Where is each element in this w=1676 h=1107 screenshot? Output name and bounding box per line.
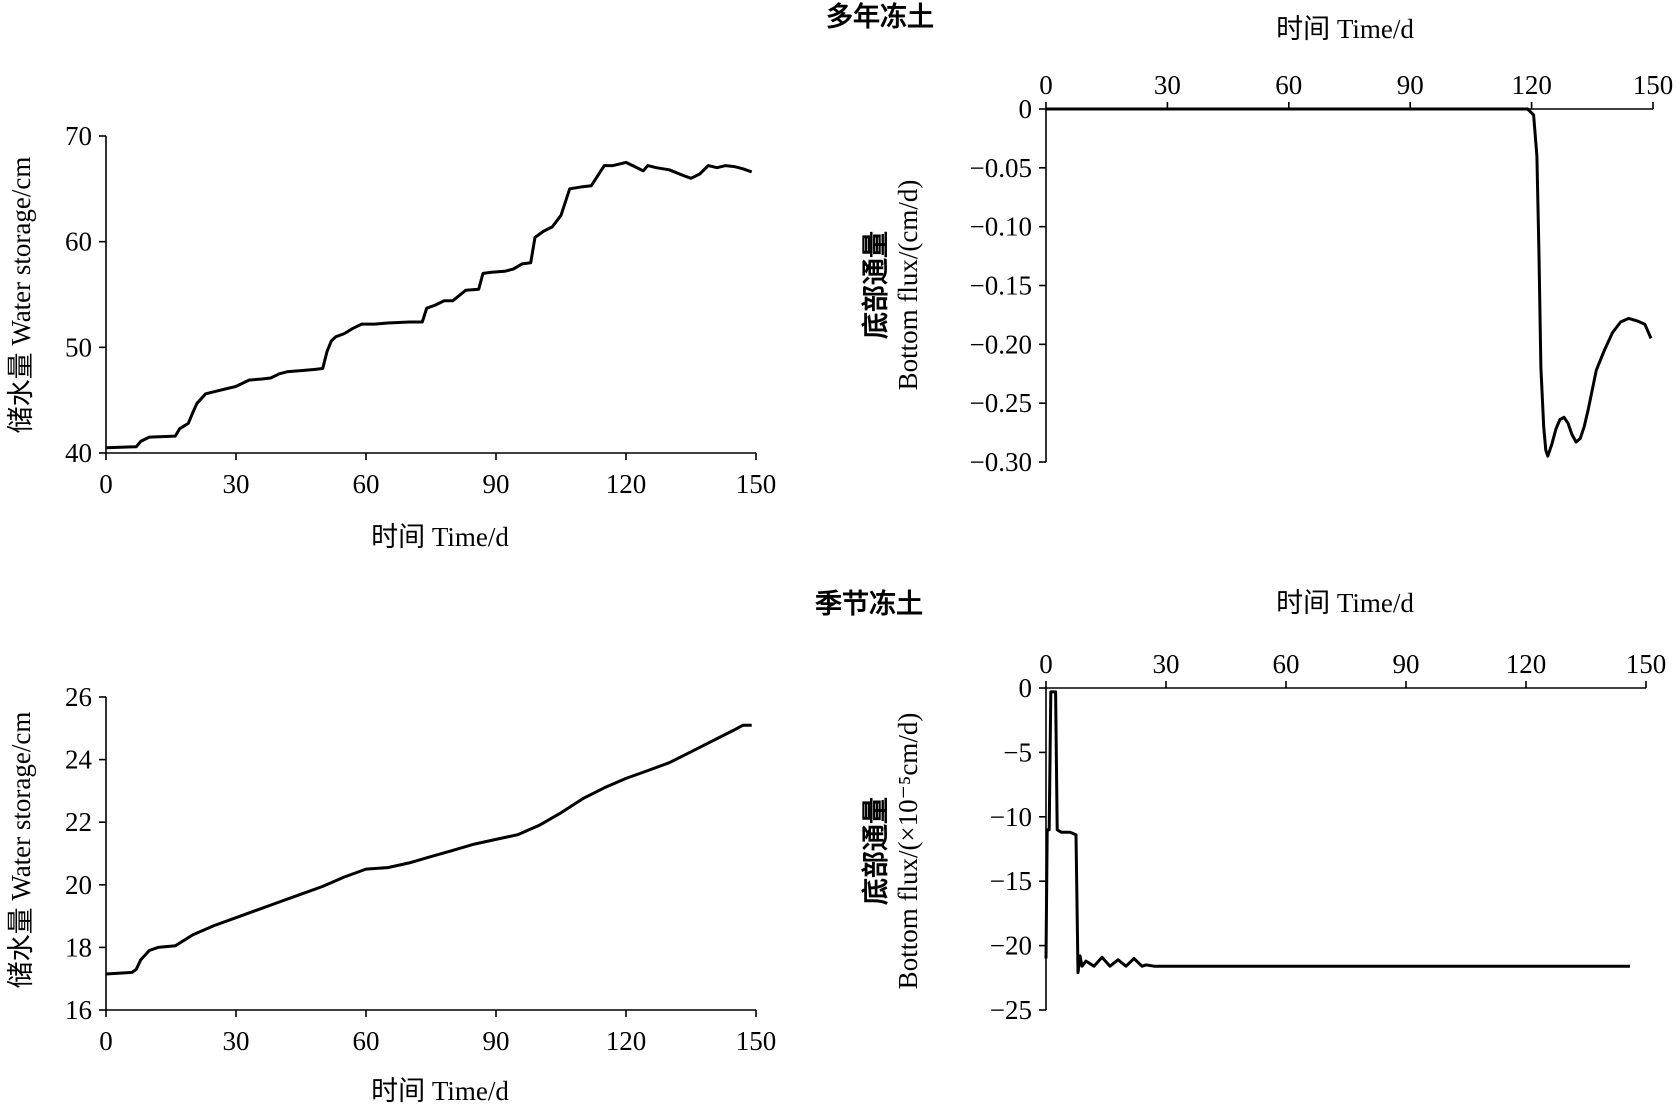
y-tick-label: −0.05: [970, 153, 1032, 183]
y-axis-label: 储水量 Water storage/cm: [6, 712, 36, 989]
y-tick-label: −15: [990, 866, 1032, 896]
x-tick-label: 120: [606, 1026, 647, 1056]
x-tick-label: 0: [99, 1026, 113, 1056]
x-tick-label: 0: [1039, 70, 1053, 100]
y-tick-label: 50: [65, 332, 92, 362]
y-tick-label: 24: [65, 745, 93, 775]
y-tick-label: −25: [990, 995, 1032, 1025]
x-tick-label: 120: [606, 469, 647, 499]
y-axis-label: 底部通量: [860, 231, 891, 339]
x-tick-label: 60: [1275, 70, 1302, 100]
x-tick-label: 0: [1039, 649, 1053, 679]
y-tick-label: 0: [1019, 673, 1033, 703]
y-tick-label: −0.30: [970, 447, 1032, 477]
permafrost-flux-chart: 0 30 60 90 120 150 0 −0.05 −0.10 −0.15 −0.20 −0.25 −…: [826, 1, 1673, 477]
y-tick-label: 60: [65, 227, 92, 257]
x-tick-label: 30: [1153, 649, 1180, 679]
x-tick-label: 0: [99, 469, 113, 499]
x-tick-label: 60: [1273, 649, 1300, 679]
y-tick-label: −20: [990, 931, 1032, 961]
x-tick-label: 150: [1633, 70, 1674, 100]
x-tick-label: 150: [736, 469, 777, 499]
x-tick-label: 90: [483, 469, 510, 499]
y-tick-label: −0.25: [970, 388, 1032, 418]
x-tick-label: 60: [353, 469, 380, 499]
y-tick-label: −0.20: [970, 329, 1032, 359]
x-tick-label: 30: [1154, 70, 1181, 100]
x-tick-label: 90: [1397, 70, 1424, 100]
y-tick-label: 40: [65, 438, 92, 468]
permafrost-storage-chart: 0 30 60 90 120 150 40 50 60 70 时间 Time/d 储水量 Water …: [6, 121, 776, 552]
x-tick-label: 60: [353, 1026, 380, 1056]
y-axis-label-secondary: Bottom flux/(×10⁻⁵cm/d): [893, 713, 923, 990]
x-tick-label: 90: [483, 1026, 510, 1056]
y-axis-label-secondary: Bottom flux/(cm/d): [893, 180, 923, 391]
seasonal-storage-chart: 0 30 60 90 120 150 16 18 20 22 24 26 时间 Time/d 储水量 Wa…: [6, 682, 776, 1106]
y-tick-label: −0.10: [970, 212, 1032, 242]
x-tick-label: 120: [1511, 70, 1552, 100]
seasonal-flux-chart: 0 30 60 90 120 150 0 −5 −10 −15 −20 −25 时间 Time/d 底部通…: [815, 588, 1666, 1025]
y-tick-label: −5: [1003, 737, 1032, 767]
x-axis-label: 时间 Time/d: [1276, 14, 1414, 44]
y-tick-label: 18: [65, 932, 92, 962]
x-tick-label: 90: [1393, 649, 1420, 679]
x-axis-label: 时间 Time/d: [371, 1076, 509, 1106]
permafrost-storage-series-line: [105, 160, 753, 450]
seasonal-flux-series-line: [1044, 690, 1630, 975]
x-axis-label: 时间 Time/d: [1276, 588, 1414, 618]
y-tick-label: 16: [65, 995, 92, 1025]
panel-title: 季节冻土: [815, 588, 923, 619]
x-tick-label: 150: [1626, 649, 1667, 679]
x-tick-label: 120: [1506, 649, 1547, 679]
y-tick-label: 0: [1019, 94, 1033, 124]
y-tick-label: −0.15: [970, 271, 1032, 301]
y-axis-label: 储水量 Water storage/cm: [6, 157, 36, 434]
y-tick-label: 70: [65, 121, 92, 151]
x-axis-label: 时间 Time/d: [371, 522, 509, 552]
y-tick-label: 22: [65, 807, 92, 837]
seasonal-storage-series-line: [105, 723, 752, 976]
y-axis-label: 底部通量: [860, 797, 891, 905]
panel-title: 多年冻土: [826, 1, 934, 32]
x-tick-label: 30: [223, 469, 250, 499]
y-tick-label: 20: [65, 870, 92, 900]
permafrost-flux-series-line: [1046, 107, 1653, 458]
y-tick-label: −10: [990, 802, 1032, 832]
x-tick-label: 30: [223, 1026, 250, 1056]
y-tick-label: 26: [65, 682, 92, 712]
x-tick-label: 150: [736, 1026, 777, 1056]
